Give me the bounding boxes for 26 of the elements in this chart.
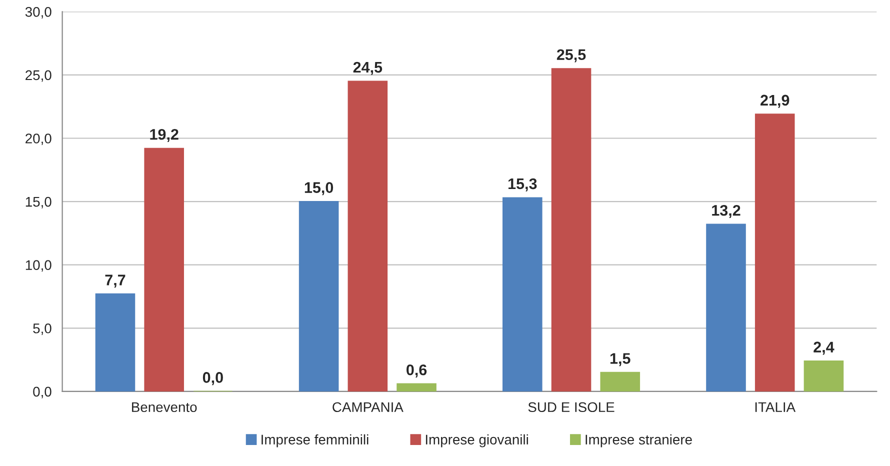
- data-label: 21,9: [760, 94, 790, 108]
- y-tick-label: 10,0: [26, 260, 52, 272]
- legend-label: Imprese giovanili: [426, 434, 528, 448]
- y-tick-label: 15,0: [26, 196, 52, 208]
- data-label: 13,2: [712, 204, 740, 218]
- y-tick-label: 5,0: [33, 323, 52, 335]
- data-label: 0,6: [406, 364, 427, 378]
- data-label: 2,4: [814, 342, 834, 355]
- x-tick-label: SUD E ISOLE: [528, 402, 614, 412]
- data-label: 25,5: [556, 49, 586, 62]
- y-tick-label: 20,0: [26, 134, 52, 146]
- legend-label: Imprese femminili: [262, 434, 368, 448]
- data-label: 7,7: [105, 274, 126, 288]
- data-label: 19,2: [150, 128, 178, 142]
- x-tick-label: CAMPANIA: [332, 402, 404, 412]
- y-tick-label: 30,0: [25, 6, 52, 18]
- data-label: 24,5: [353, 62, 382, 75]
- legend-label: Imprese straniere: [586, 434, 692, 448]
- data-label: 15,3: [508, 178, 537, 192]
- data-label: 15,0: [304, 182, 334, 196]
- data-label: 1,5: [610, 353, 630, 366]
- y-tick-label: 25,0: [26, 70, 52, 82]
- data-label: 0,0: [202, 372, 223, 386]
- x-tick-label: Benevento: [132, 402, 197, 412]
- x-tick-label: ITALIA: [755, 402, 796, 412]
- y-tick-label: 0,0: [33, 386, 52, 398]
